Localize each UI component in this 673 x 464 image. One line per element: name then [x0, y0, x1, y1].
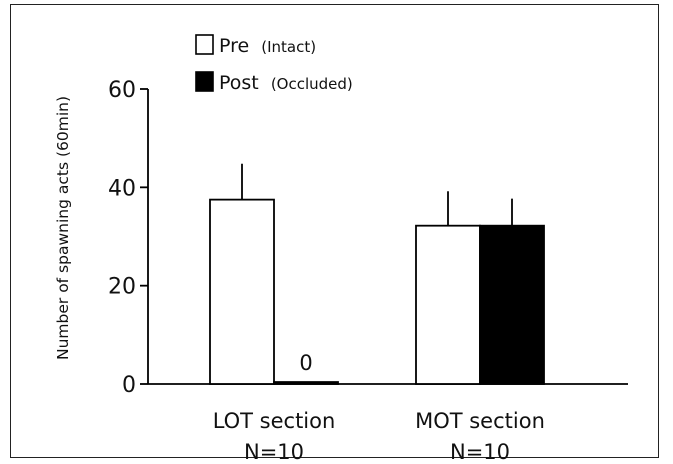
axes: 0 20 40 60 — [108, 78, 628, 398]
figure-frame — [10, 4, 659, 458]
category-label: MOT section — [415, 409, 545, 433]
y-tick-label: 40 — [108, 176, 136, 201]
bars: 0 — [209, 163, 545, 385]
legend-swatch-post — [195, 71, 214, 92]
category-sublabel: N=10 — [450, 440, 510, 464]
svg-text:Pre (Intact): Pre (Intact) — [219, 35, 316, 57]
bar — [415, 224, 481, 385]
legend-swatch-pre — [195, 34, 214, 55]
category-sublabel: N=10 — [244, 440, 304, 464]
legend-label-post: Post — [219, 72, 259, 94]
legend-label-pre: Pre — [219, 35, 249, 57]
category-label: LOT section — [213, 409, 336, 433]
data-label: 0 — [299, 351, 312, 375]
legend-note-pre: (Intact) — [261, 38, 316, 56]
bar — [209, 198, 275, 385]
y-tick-label: 60 — [108, 78, 136, 103]
category-labels: LOT section N=10 MOT section N=10 — [213, 409, 545, 464]
bar — [479, 224, 545, 385]
y-tick-label: 0 — [122, 373, 136, 398]
legend-note-post: (Occluded) — [271, 75, 353, 93]
bar — [273, 381, 339, 385]
legend: Pre (Intact) Post (Occluded) — [195, 34, 353, 94]
y-axis-title: Number of spawning acts (60min) — [54, 96, 72, 360]
svg-text:Post (Occluded): Post (Occluded) — [219, 72, 353, 94]
y-tick-label: 20 — [108, 275, 136, 300]
